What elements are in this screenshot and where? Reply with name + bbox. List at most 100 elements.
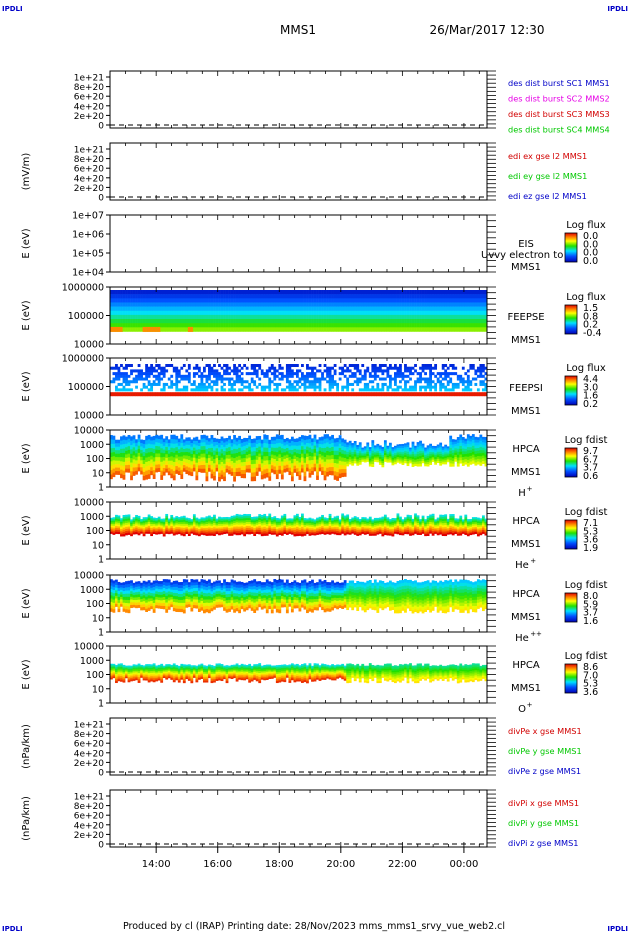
overlay-label: Uvvy electron to xyxy=(481,250,563,261)
panel-hpca-h-ytick-label: 100 xyxy=(86,454,104,465)
legend-entry: divPi z gse MMS1 xyxy=(508,838,579,848)
panel-hpca-he2: 10000 1000 100 10 1 E (eV) HPCA MMS1 He ++ Log fdi… xyxy=(21,571,607,645)
colorbar-tick-label: 8.0 xyxy=(583,591,598,602)
hpca-o-spectrogram xyxy=(110,663,488,684)
colorbar-tick-label: 1.5 xyxy=(583,303,598,314)
species-label: H xyxy=(518,488,526,499)
x-tick-label: 00:00 xyxy=(450,859,479,870)
panel-feepsi-ylabel: E (eV) xyxy=(21,371,32,401)
charge-label: + xyxy=(527,701,533,709)
panel-divpi-ytick-label: 6e+20 xyxy=(74,812,105,822)
legend-entry: des dist burst SC1 MMS1 xyxy=(508,78,610,88)
legend-entry: divPi y gse MMS1 xyxy=(508,818,579,828)
colorbar-tick-label: 0.8 xyxy=(583,311,598,322)
panel-divpi-ytick-label: 4e+20 xyxy=(74,821,105,831)
colorbar-tick-label: 3.0 xyxy=(583,382,598,393)
colorbar-tick-label: 7.1 xyxy=(583,518,598,529)
panel-hpca-he2-ytick-label: 10 xyxy=(92,613,104,624)
legend-entry: divPe x gse MMS1 xyxy=(508,726,582,736)
panel-feepse-labels: FEEPSE MMS1 xyxy=(507,312,544,346)
colorbar-gradient xyxy=(564,447,578,478)
panel-hpca-h-ylabel: E (eV) xyxy=(21,443,32,473)
legend-entry: edi ey gse l2 MMS1 xyxy=(508,171,587,181)
panel-hpca-h-ytick-label: 1 xyxy=(98,483,104,494)
corner-tag-top-left: IPDLI xyxy=(2,5,23,13)
datetime-title: 26/Mar/2017 12:30 xyxy=(430,23,545,37)
panel-hpca-he2-yticks: 10000 1000 100 10 1 xyxy=(74,571,110,639)
legend-entry: divPe y gse MMS1 xyxy=(508,746,582,756)
colorbar-title: Log fdist xyxy=(565,507,608,518)
instrument-label: HPCA xyxy=(512,444,540,455)
colorbar-gradient xyxy=(564,592,578,623)
panel-hpca-o-ytick-label: 10 xyxy=(92,684,104,695)
colorbar-tick-label: -0.4 xyxy=(583,328,602,339)
panel-divpe-legend: divPe x gse MMS1 divPe y gse MMS1 divPe z … xyxy=(508,726,582,776)
legend-entry: edi ex gse l2 MMS1 xyxy=(508,151,587,161)
panel-des-dist-ytick-label: 0 xyxy=(98,122,104,132)
legend-entry: divPi x gse MMS1 xyxy=(508,798,579,808)
instrument-label: FEEPSE xyxy=(507,312,544,323)
panel-divpe-ytick-label: 0 xyxy=(98,769,104,779)
colorbar-tick-label: 5.3 xyxy=(583,526,598,537)
panel-divpe-frame xyxy=(109,717,488,776)
colorbar-tick-label: 0.0 xyxy=(583,256,598,267)
colorbar-tick-label: 3.7 xyxy=(583,463,598,474)
spacecraft-label: MMS1 xyxy=(511,406,541,417)
spacecraft-label: MMS1 xyxy=(511,262,541,273)
colorbar-tick-label: 3.6 xyxy=(583,535,598,546)
panel-hpca-he2-ylabel: E (eV) xyxy=(21,588,32,618)
legend-entry: des dist burst SC2 MMS2 xyxy=(508,94,610,104)
spacecraft-label: MMS1 xyxy=(511,467,541,478)
panel-hpca-h-yticks: 10000 1000 100 10 1 xyxy=(74,426,110,494)
panel-divpe-ytick-label: 4e+20 xyxy=(74,749,105,759)
panel-divpi-ylabel: (nPa/km) xyxy=(21,796,32,841)
panel-edi-ytick-label: 4e+20 xyxy=(74,174,105,184)
panel-hpca-he-ytick-label: 100 xyxy=(86,526,104,537)
panel-eis-ytick-label: 1e+06 xyxy=(72,230,104,241)
panel-hpca-he-ytick-label: 10000 xyxy=(74,498,104,509)
corner-tag-bottom-left: IPDLI xyxy=(2,925,23,933)
hpca-he-spectrogram xyxy=(110,513,488,537)
colorbar-tick-label: 6.7 xyxy=(583,454,598,465)
colorbar-tick-label: 0.0 xyxy=(583,231,598,242)
panel-feepse-ylabel: E (eV) xyxy=(21,300,32,330)
panel-divpe-ytick-label: 8e+20 xyxy=(74,730,105,740)
panel-edi-legend: edi ex gse l2 MMS1 edi ey gse l2 MMS1 edi … xyxy=(508,151,587,201)
panel-feepsi-labels: FEEPSI MMS1 xyxy=(509,383,543,417)
panel-hpca-he2-ytick-label: 10000 xyxy=(74,571,104,582)
panel-feepsi-ytick-label: 10000 xyxy=(74,411,104,422)
hpca-he2-spectrogram xyxy=(110,579,488,614)
panel-hpca-o-ytick-label: 10000 xyxy=(74,642,104,653)
panel-edi-ytick-label: 8e+20 xyxy=(74,155,105,165)
x-tick-label: 14:00 xyxy=(142,859,171,870)
panel-edi-ytick-label: 2e+20 xyxy=(74,184,105,194)
panel-hpca-he2-ytick-label: 1 xyxy=(98,628,104,639)
panel-hpca-o-ylabel: E (eV) xyxy=(21,659,32,689)
colorbar-tick-label: 0.0 xyxy=(583,248,598,259)
colorbar-tick-label: 0.6 xyxy=(583,471,598,482)
panel-des-dist-ytick-label: 6e+20 xyxy=(74,93,105,103)
charge-label: + xyxy=(530,557,536,565)
panel-hpca-he2-labels: HPCA MMS1 He ++ xyxy=(511,589,542,644)
panel-eis-ytick-label: 1e+07 xyxy=(72,211,104,222)
colorbar-title: Log fdist xyxy=(565,580,608,591)
panel-edi-ytick-label: 1e+21 xyxy=(74,146,104,156)
panel-hpca-o-ytick-label: 100 xyxy=(86,670,104,681)
spacecraft-label: MMS1 xyxy=(511,539,541,550)
x-tick-label: 16:00 xyxy=(203,859,232,870)
panel-hpca-o-ytick-label: 1 xyxy=(98,699,104,710)
colorbar-tick-label: 9.7 xyxy=(583,446,598,457)
panel-hpca-h-ytick-label: 10000 xyxy=(74,426,104,437)
spacecraft-label: MMS1 xyxy=(511,612,541,623)
